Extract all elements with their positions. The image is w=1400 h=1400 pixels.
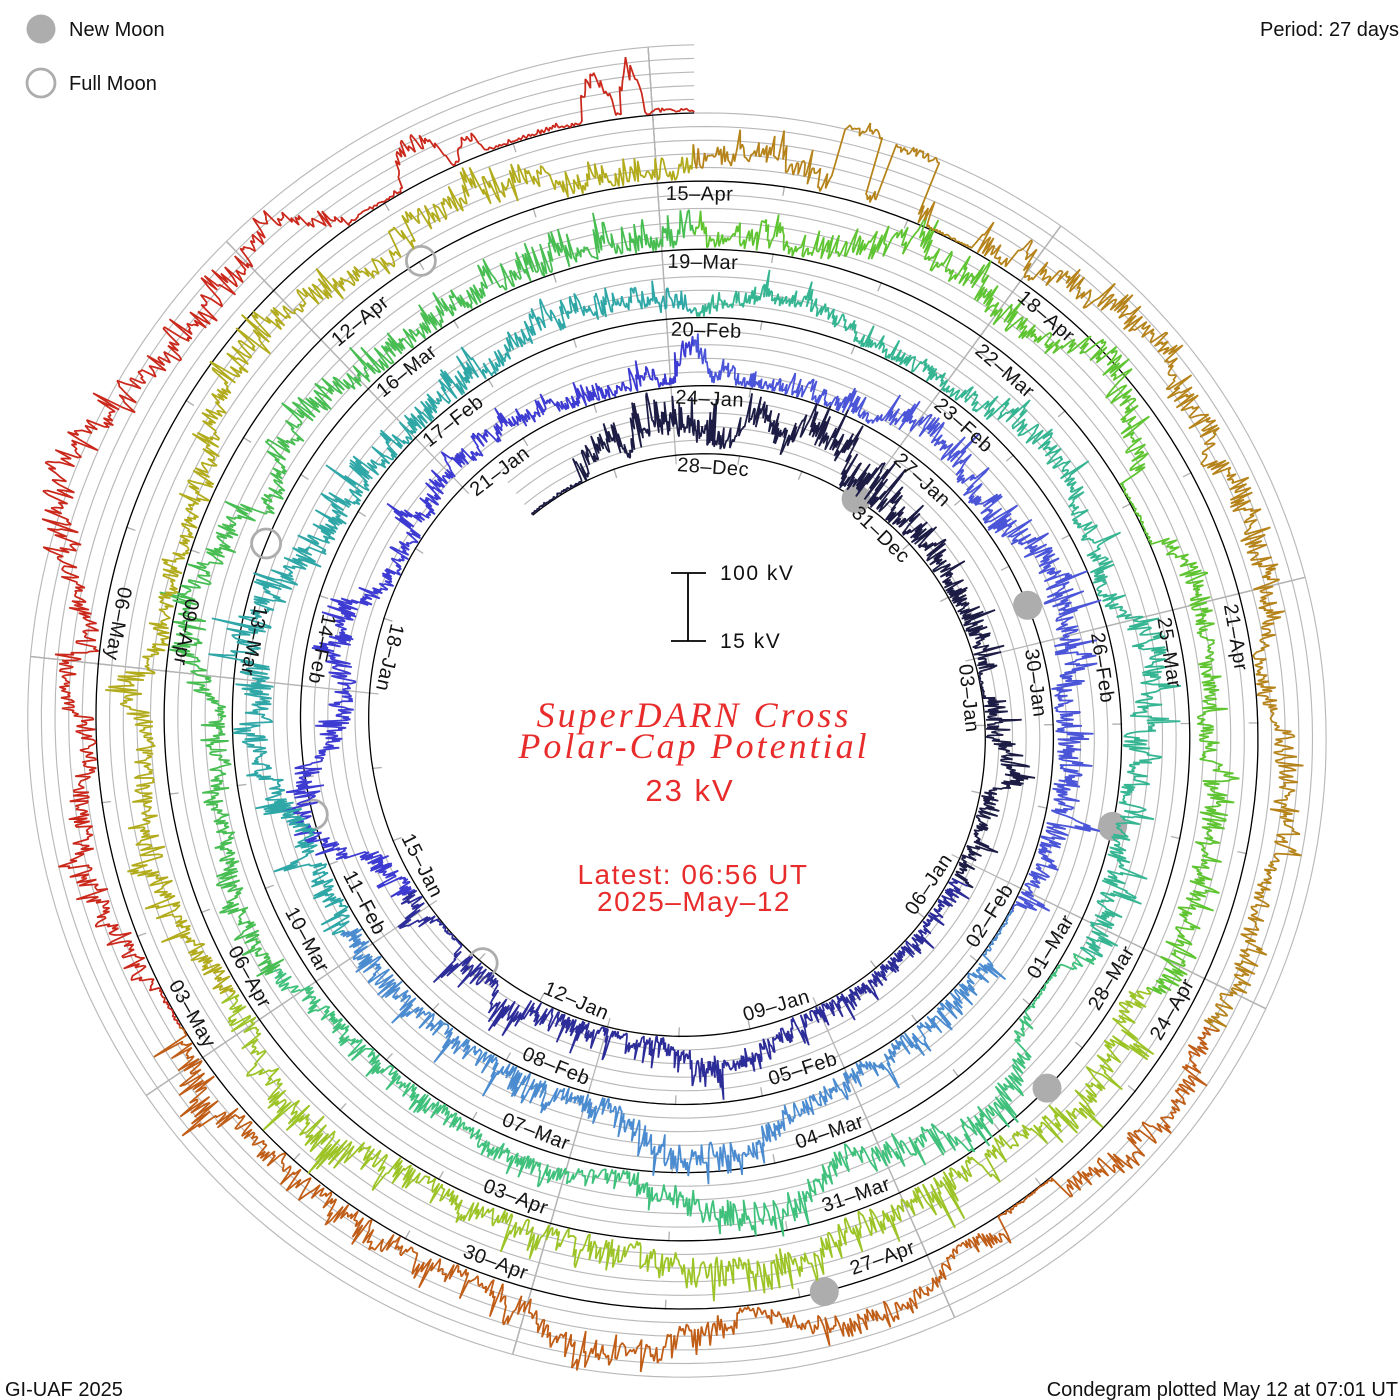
svg-text:15–Apr: 15–Apr: [666, 183, 734, 206]
svg-text:Latest: 06:56 UT: Latest: 06:56 UT: [577, 859, 808, 890]
svg-text:SuperDARN Cross: SuperDARN Cross: [537, 695, 852, 735]
svg-text:15 kV: 15 kV: [720, 630, 781, 653]
svg-text:23 kV: 23 kV: [645, 773, 734, 808]
svg-text:Polar-Cap Potential: Polar-Cap Potential: [517, 726, 869, 766]
svg-text:Full Moon: Full Moon: [69, 73, 157, 95]
svg-text:2025–May–12: 2025–May–12: [597, 886, 791, 917]
svg-text:20–Feb: 20–Feb: [671, 319, 742, 343]
svg-text:19–Mar: 19–Mar: [667, 251, 738, 274]
svg-text:GI-UAF 2025: GI-UAF 2025: [5, 1379, 123, 1400]
svg-text:24–Jan: 24–Jan: [675, 387, 745, 412]
svg-text:28–Dec: 28–Dec: [676, 454, 749, 481]
svg-text:Condegram plotted May 12 at 07: Condegram plotted May 12 at 07:01 UT: [1047, 1379, 1398, 1400]
svg-text:100 kV: 100 kV: [720, 562, 794, 585]
svg-text:New Moon: New Moon: [69, 19, 165, 41]
svg-text:Period: 27 days: Period: 27 days: [1260, 19, 1399, 41]
